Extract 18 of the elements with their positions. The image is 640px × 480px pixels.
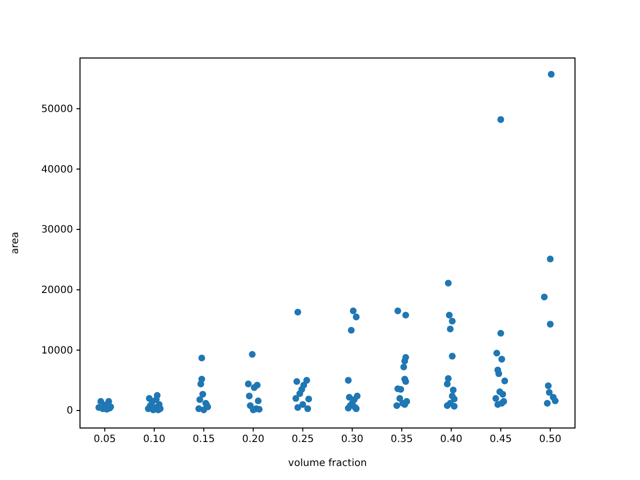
y-tick-label: 20000 xyxy=(41,284,73,296)
x-tick-label: 0.40 xyxy=(440,434,462,446)
x-tick-label: 0.35 xyxy=(390,434,413,446)
x-tick-label: 0.05 xyxy=(94,434,116,446)
x-tick-label: 0.20 xyxy=(242,434,264,446)
y-tick-label: 40000 xyxy=(41,164,73,176)
x-tick-label: 0.15 xyxy=(192,434,215,446)
y-axis-title: area xyxy=(10,232,21,254)
y-tick-label: 10000 xyxy=(41,345,73,356)
y-tick-label: 0 xyxy=(66,406,73,417)
y-tick-label: 30000 xyxy=(41,224,73,236)
x-tick-label: 0.25 xyxy=(292,434,314,446)
y-tick-label: 50000 xyxy=(41,104,73,115)
x-tick-label: 0.10 xyxy=(143,434,166,446)
x-tick-label: 0.45 xyxy=(490,434,512,446)
x-tick-label: 0.50 xyxy=(539,434,562,446)
x-tick-label: 0.30 xyxy=(341,434,364,446)
x-axis-title: volume fraction xyxy=(288,458,367,469)
